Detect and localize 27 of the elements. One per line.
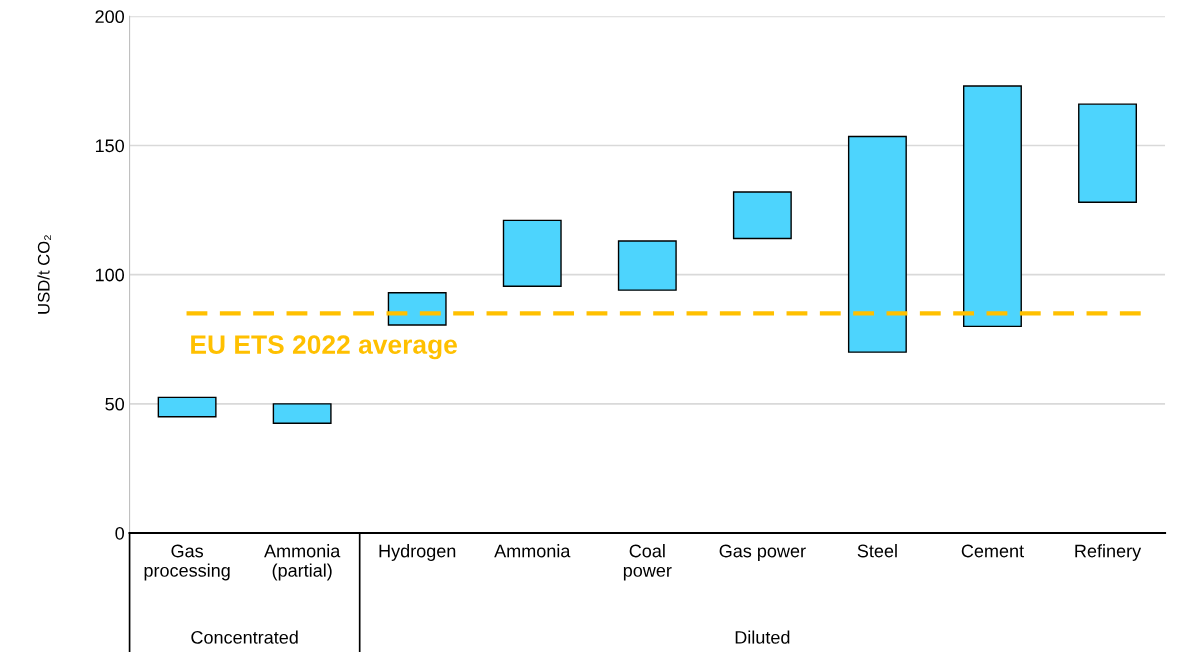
bar (847, 135, 907, 353)
bar (387, 292, 447, 326)
x-tick-label: Refinery (1075, 544, 1142, 561)
bar (732, 191, 792, 240)
y-axis-title: USD/t CO₂ (37, 235, 51, 314)
bar (963, 85, 1022, 328)
x-tick-label: Coal power (623, 544, 672, 581)
ref-line-label: EU ETS 2022 average (191, 335, 457, 360)
y-tick-label: 150 (95, 139, 125, 153)
x-tick-label: Ammonia (partial) (264, 544, 341, 581)
x-tick-label: Gas power (719, 544, 806, 561)
y-tick-label: 200 (95, 10, 125, 24)
x-tick-label: Gas processing (144, 544, 230, 581)
bar (157, 396, 217, 418)
text: Concentrated (191, 630, 298, 644)
x-tick-label: Steel (857, 544, 897, 558)
y-tick-label: 50 (105, 397, 125, 411)
text: Diluted (735, 630, 790, 644)
bar (617, 240, 677, 291)
y-tick-label: 0 (115, 526, 125, 540)
bar (502, 219, 562, 287)
y-tick-label: 100 (95, 268, 125, 282)
x-tick-label: Cement (961, 544, 1024, 558)
x-tick-label: Ammonia (494, 544, 571, 558)
bar (272, 403, 332, 424)
bar (1078, 103, 1137, 204)
x-tick-label: Hydrogen (379, 544, 456, 561)
